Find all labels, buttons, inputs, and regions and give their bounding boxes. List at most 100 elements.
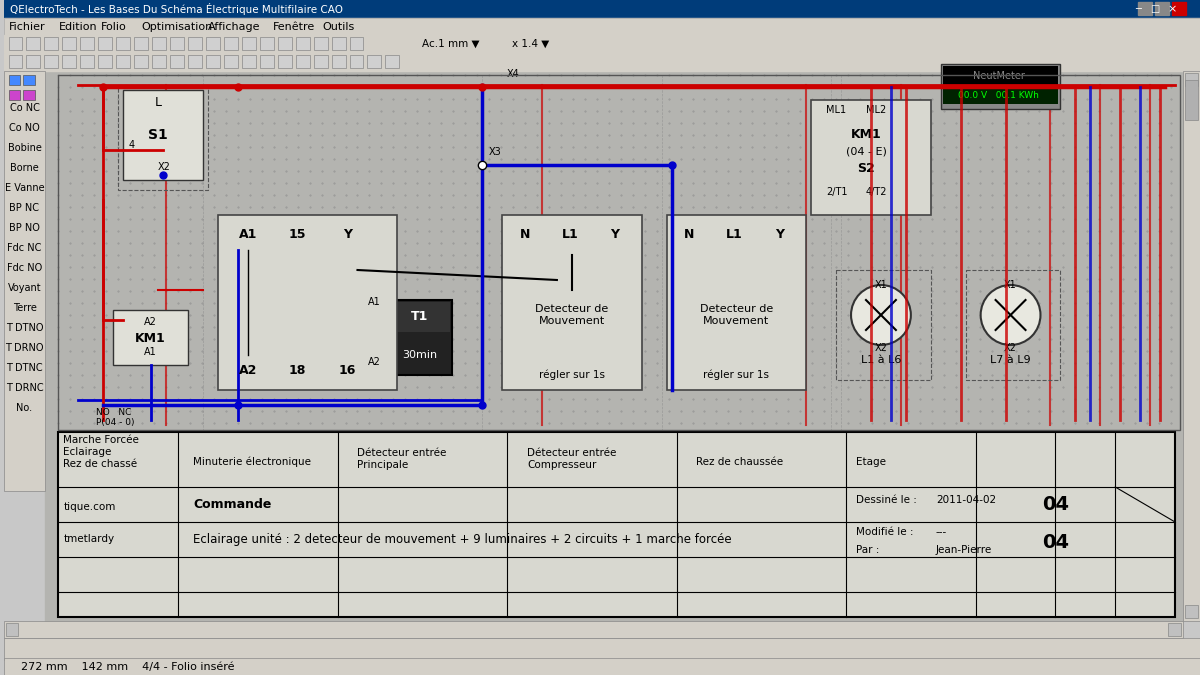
Text: T DRNC: T DRNC xyxy=(6,383,43,393)
Text: Optimisation: Optimisation xyxy=(142,22,212,32)
Bar xyxy=(389,302,450,332)
Bar xyxy=(295,37,310,50)
Bar xyxy=(1183,71,1200,621)
Bar xyxy=(116,37,130,50)
Bar xyxy=(277,37,292,50)
Bar xyxy=(331,55,346,68)
Text: KM1: KM1 xyxy=(851,128,881,142)
Text: Fenêtre: Fenêtre xyxy=(272,22,314,32)
Bar xyxy=(1186,605,1198,618)
Text: Affichage: Affichage xyxy=(208,22,260,32)
Bar xyxy=(152,37,166,50)
Text: X1: X1 xyxy=(1004,280,1016,290)
Bar xyxy=(24,90,36,100)
Text: A1: A1 xyxy=(144,347,156,357)
Text: 30min: 30min xyxy=(402,350,437,360)
Bar xyxy=(1186,80,1198,120)
Bar xyxy=(836,270,931,380)
Text: A2: A2 xyxy=(367,357,380,367)
Bar xyxy=(134,55,148,68)
Text: 4: 4 xyxy=(128,140,134,150)
Text: Etage: Etage xyxy=(856,457,886,467)
Bar xyxy=(4,638,1200,660)
Text: tique.com: tique.com xyxy=(64,502,115,512)
Bar xyxy=(80,37,95,50)
Text: L1: L1 xyxy=(562,229,578,242)
Text: régler sur 1s: régler sur 1s xyxy=(703,370,769,380)
Bar xyxy=(206,37,220,50)
Text: A2: A2 xyxy=(144,317,156,327)
Bar xyxy=(62,55,77,68)
Bar xyxy=(113,310,188,365)
Bar xyxy=(811,100,931,215)
Text: Dessiné le :: Dessiné le : xyxy=(856,495,917,505)
Bar xyxy=(170,37,184,50)
Text: 2011-04-02: 2011-04-02 xyxy=(936,495,996,505)
Bar xyxy=(8,90,20,100)
Text: Terre: Terre xyxy=(12,303,36,313)
Bar xyxy=(1168,623,1181,636)
Text: X3: X3 xyxy=(490,147,502,157)
Text: Fichier: Fichier xyxy=(8,22,46,32)
Text: Detecteur de
Mouvement: Detecteur de Mouvement xyxy=(535,304,608,326)
Bar xyxy=(152,55,166,68)
Bar xyxy=(349,55,364,68)
Text: X2: X2 xyxy=(875,343,887,353)
Bar xyxy=(367,55,382,68)
Bar xyxy=(59,75,1180,430)
Text: X1: X1 xyxy=(875,280,887,290)
Bar xyxy=(188,55,202,68)
Text: Co NC: Co NC xyxy=(10,103,40,113)
Bar xyxy=(26,37,41,50)
Text: L7 à L9: L7 à L9 xyxy=(990,355,1031,365)
Bar xyxy=(6,623,18,636)
Bar xyxy=(943,66,1058,86)
Text: Marche Forcée
Eclairage
Rez de chassé: Marche Forcée Eclairage Rez de chassé xyxy=(64,435,139,468)
Text: T DRNO: T DRNO xyxy=(5,343,43,353)
Text: L1 à L6: L1 à L6 xyxy=(860,355,901,365)
Bar xyxy=(295,55,310,68)
Bar xyxy=(62,37,77,50)
Bar xyxy=(8,75,20,85)
Bar xyxy=(4,18,1200,35)
Bar xyxy=(242,55,256,68)
Text: Borne: Borne xyxy=(10,163,38,173)
Text: Fdc NO: Fdc NO xyxy=(7,263,42,273)
Bar xyxy=(26,55,41,68)
Text: (04 - E): (04 - E) xyxy=(846,147,887,157)
Bar xyxy=(385,55,400,68)
Text: Voyant: Voyant xyxy=(7,283,41,293)
Text: Eclairage unité : 2 detecteur de mouvement + 9 luminaires + 2 circuits + 1 march: Eclairage unité : 2 detecteur de mouveme… xyxy=(193,533,732,545)
Text: 4/T2: 4/T2 xyxy=(866,187,888,197)
Bar xyxy=(118,85,208,190)
Bar xyxy=(98,37,113,50)
Text: Outils: Outils xyxy=(323,22,355,32)
Text: ML2: ML2 xyxy=(866,105,887,115)
Text: X2: X2 xyxy=(158,162,170,172)
Text: NeutMeter: NeutMeter xyxy=(973,71,1025,81)
Text: E Vanne: E Vanne xyxy=(5,183,44,193)
Text: Edition: Edition xyxy=(59,22,97,32)
Bar xyxy=(259,37,274,50)
Text: 04: 04 xyxy=(1042,533,1069,551)
Bar xyxy=(46,71,1183,621)
Text: Ac.1 mm ▼: Ac.1 mm ▼ xyxy=(422,39,480,49)
Text: régler sur 1s: régler sur 1s xyxy=(539,370,605,380)
Bar xyxy=(502,215,642,390)
Text: 2/T1: 2/T1 xyxy=(826,187,847,197)
Text: ─: ─ xyxy=(1135,4,1141,14)
Text: 16: 16 xyxy=(338,364,356,377)
Text: Minuterie électronique: Minuterie électronique xyxy=(193,457,311,467)
Text: X4: X4 xyxy=(508,69,520,79)
Text: x 1.4 ▼: x 1.4 ▼ xyxy=(512,39,550,49)
Text: □: □ xyxy=(1151,4,1159,14)
Text: A2: A2 xyxy=(239,364,257,377)
Bar xyxy=(4,658,1200,675)
Text: tmetlardy: tmetlardy xyxy=(64,534,114,544)
Text: Détecteur entrée
Principale: Détecteur entrée Principale xyxy=(358,448,446,470)
Text: Fdc NC: Fdc NC xyxy=(7,243,42,253)
Text: Commande: Commande xyxy=(193,497,271,510)
Text: 00.0 V   00.1 KWh: 00.0 V 00.1 KWh xyxy=(958,90,1039,99)
Bar xyxy=(218,215,397,390)
Text: N: N xyxy=(520,229,530,242)
